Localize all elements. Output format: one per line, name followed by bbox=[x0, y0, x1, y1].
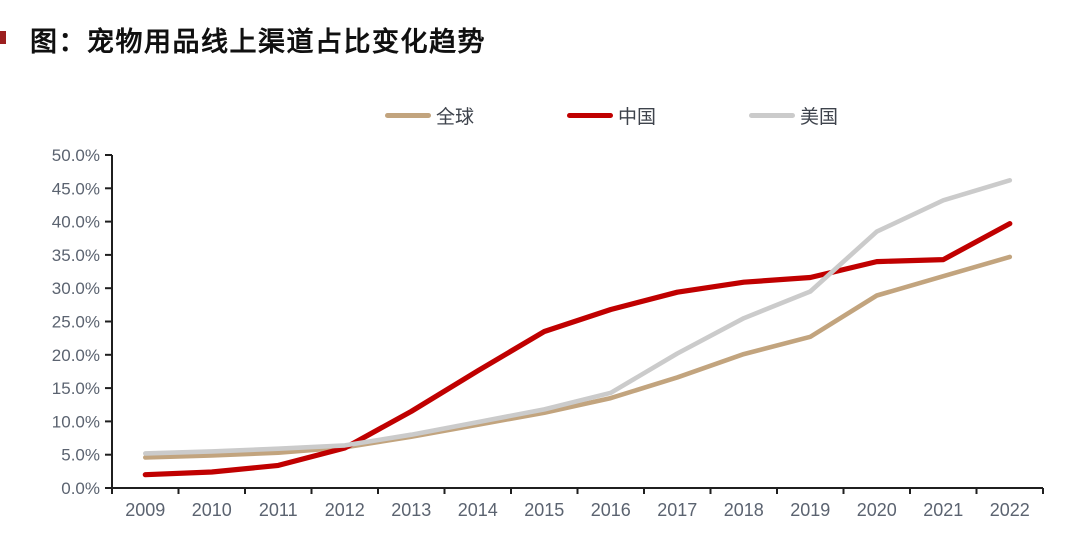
y-axis-tick-label: 40.0% bbox=[52, 213, 100, 232]
series-line-us bbox=[143, 178, 1013, 456]
y-axis-tick-label: 35.0% bbox=[52, 246, 100, 265]
y-axis-tick-label: 30.0% bbox=[52, 279, 100, 298]
x-axis-tick-label: 2010 bbox=[192, 500, 232, 520]
x-axis-tick-label: 2017 bbox=[657, 500, 697, 520]
x-axis-tick-label: 2015 bbox=[524, 500, 564, 520]
chart-legend: 全球 中国 美国 bbox=[385, 102, 838, 129]
y-axis-tick-label: 0.0% bbox=[61, 479, 100, 498]
y-axis-tick-label: 25.0% bbox=[52, 313, 100, 332]
x-axis-tick-label: 2012 bbox=[325, 500, 365, 520]
x-axis-tick-label: 2021 bbox=[923, 500, 963, 520]
legend-item-us: 美国 bbox=[749, 102, 838, 129]
x-axis-tick-label: 2019 bbox=[790, 500, 830, 520]
legend-item-china: 中国 bbox=[567, 102, 656, 129]
legend-swatch-china bbox=[567, 113, 614, 118]
legend-item-global: 全球 bbox=[385, 102, 474, 129]
page-edge-red-mark bbox=[0, 31, 6, 44]
chart-title: 图：宠物用品线上渠道占比变化趋势 bbox=[30, 27, 486, 57]
series-line-china bbox=[142, 221, 1013, 478]
legend-label-us: 美国 bbox=[800, 107, 839, 128]
x-axis-tick-label: 2009 bbox=[125, 500, 165, 520]
y-axis-tick-label: 20.0% bbox=[52, 346, 100, 365]
x-axis-tick-label: 2016 bbox=[591, 500, 631, 520]
series-line-global bbox=[143, 254, 1013, 460]
y-axis-tick-label: 45.0% bbox=[52, 179, 100, 198]
legend-swatch-global bbox=[385, 113, 431, 118]
axis-lines bbox=[111, 155, 1043, 489]
x-axis-tick-label: 2014 bbox=[458, 500, 498, 520]
x-axis-tick-label: 2020 bbox=[857, 500, 897, 520]
y-axis-tick-label: 5.0% bbox=[61, 446, 100, 465]
x-axis-tick-label: 2011 bbox=[259, 500, 298, 520]
x-axis-tick-label: 2022 bbox=[990, 500, 1030, 520]
y-axis-tick-label: 10.0% bbox=[52, 412, 100, 431]
legend-label-global: 全球 bbox=[436, 107, 475, 128]
legend-swatch-us bbox=[749, 113, 796, 118]
y-axis-tick-label: 15.0% bbox=[52, 379, 100, 398]
x-axis-tick-label: 2013 bbox=[391, 500, 431, 520]
legend-label-china: 中国 bbox=[618, 107, 657, 128]
x-axis-tick-label: 2018 bbox=[724, 500, 764, 520]
y-axis-tick-label: 50.0% bbox=[52, 146, 100, 165]
